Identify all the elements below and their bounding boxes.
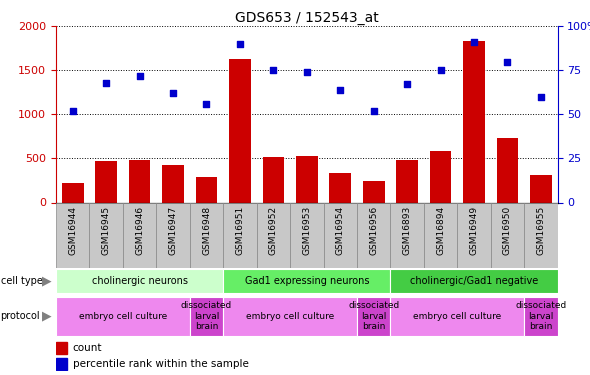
Bar xyxy=(296,156,317,203)
Point xyxy=(268,68,278,74)
Bar xyxy=(363,182,385,203)
Text: GSM16944: GSM16944 xyxy=(68,206,77,255)
Text: embryo cell culture: embryo cell culture xyxy=(79,312,167,321)
Text: GSM16893: GSM16893 xyxy=(402,206,412,255)
Text: dissociated
larval
brain: dissociated larval brain xyxy=(348,301,399,331)
Point xyxy=(101,80,111,86)
Bar xyxy=(323,202,357,268)
Point xyxy=(68,108,77,114)
Text: embryo cell culture: embryo cell culture xyxy=(246,312,334,321)
Bar xyxy=(129,160,150,202)
Text: Gad1 expressing neurons: Gad1 expressing neurons xyxy=(244,276,369,286)
Text: count: count xyxy=(73,343,102,352)
Text: dissociated
larval
brain: dissociated larval brain xyxy=(181,301,232,331)
Text: ▶: ▶ xyxy=(42,309,51,322)
Bar xyxy=(290,202,323,268)
Point xyxy=(469,39,478,45)
Bar xyxy=(357,297,391,336)
Text: ▶: ▶ xyxy=(42,274,51,287)
Bar xyxy=(56,342,67,354)
Bar xyxy=(530,175,552,202)
Text: dissociated
larval
brain: dissociated larval brain xyxy=(515,301,566,331)
Text: GSM16947: GSM16947 xyxy=(169,206,178,255)
Text: GSM16949: GSM16949 xyxy=(470,206,478,255)
Bar xyxy=(263,157,284,203)
Text: cholinergic/Gad1 negative: cholinergic/Gad1 negative xyxy=(410,276,538,286)
Bar xyxy=(430,152,451,202)
Point xyxy=(336,87,345,93)
Bar xyxy=(457,202,491,268)
Point xyxy=(369,108,378,114)
Text: GSM16946: GSM16946 xyxy=(135,206,144,255)
Bar xyxy=(196,177,217,203)
Point xyxy=(202,101,211,107)
Bar xyxy=(56,202,90,268)
Bar xyxy=(257,202,290,268)
Bar xyxy=(223,202,257,268)
Point xyxy=(402,81,412,87)
Bar xyxy=(229,59,251,202)
Point xyxy=(135,73,145,79)
Bar xyxy=(190,297,223,336)
Text: cholinergic neurons: cholinergic neurons xyxy=(91,276,188,286)
Bar xyxy=(62,183,84,203)
Bar xyxy=(524,297,558,336)
Bar xyxy=(424,202,457,268)
Point xyxy=(536,94,546,100)
Text: GSM16955: GSM16955 xyxy=(536,206,545,255)
Point xyxy=(235,41,245,47)
Text: GSM16894: GSM16894 xyxy=(436,206,445,255)
Bar xyxy=(357,202,391,268)
Bar xyxy=(491,202,524,268)
Bar xyxy=(123,202,156,268)
Text: embryo cell culture: embryo cell culture xyxy=(413,312,502,321)
Point xyxy=(436,68,445,74)
Text: GSM16956: GSM16956 xyxy=(369,206,378,255)
Point xyxy=(168,90,178,96)
Bar xyxy=(396,160,418,202)
Text: GSM16945: GSM16945 xyxy=(101,206,111,255)
Point xyxy=(302,69,312,75)
Bar xyxy=(156,202,190,268)
Bar xyxy=(56,297,190,336)
Bar xyxy=(90,202,123,268)
Bar xyxy=(391,297,524,336)
Bar xyxy=(463,41,485,203)
Bar xyxy=(96,161,117,202)
Title: GDS653 / 152543_at: GDS653 / 152543_at xyxy=(235,11,379,25)
Text: percentile rank within the sample: percentile rank within the sample xyxy=(73,358,248,369)
Text: GSM16950: GSM16950 xyxy=(503,206,512,255)
Text: cell type: cell type xyxy=(1,276,42,286)
Bar xyxy=(56,269,223,293)
Bar xyxy=(329,172,351,202)
Point xyxy=(503,58,512,64)
Text: GSM16954: GSM16954 xyxy=(336,206,345,255)
Text: GSM16952: GSM16952 xyxy=(269,206,278,255)
Text: protocol: protocol xyxy=(1,311,40,321)
Text: GSM16948: GSM16948 xyxy=(202,206,211,255)
Text: GSM16951: GSM16951 xyxy=(235,206,244,255)
Bar xyxy=(524,202,558,268)
Bar xyxy=(56,357,67,370)
Bar xyxy=(391,202,424,268)
Bar xyxy=(497,138,518,202)
Bar xyxy=(162,165,184,202)
Bar xyxy=(391,269,558,293)
Bar xyxy=(223,269,391,293)
Text: GSM16953: GSM16953 xyxy=(302,206,312,255)
Bar xyxy=(190,202,223,268)
Bar xyxy=(223,297,357,336)
